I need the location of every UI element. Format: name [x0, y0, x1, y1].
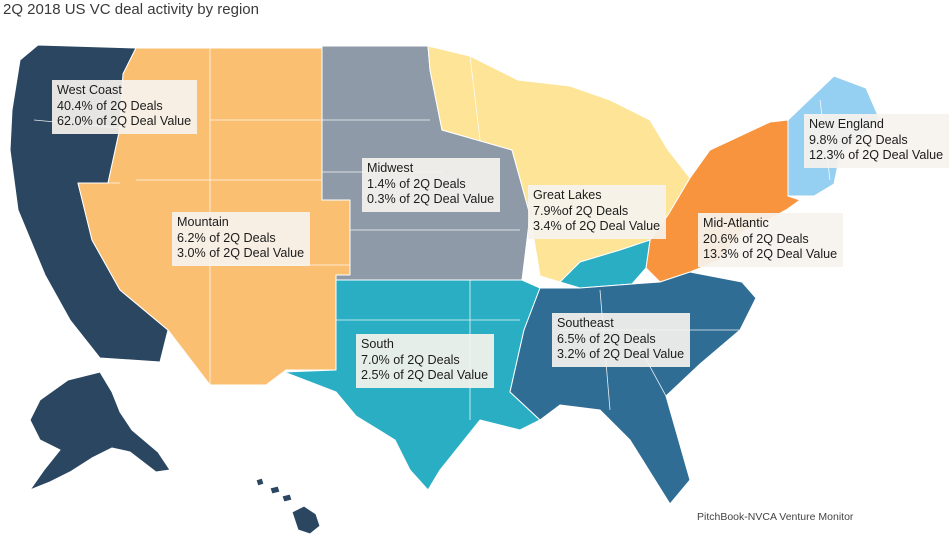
label-west-coast: West Coast 40.4% of 2Q Deals 62.0% of 2Q… [52, 80, 198, 134]
label-mountain-value: 3.0% of 2Q Deal Value [177, 246, 305, 261]
label-great-lakes-value: 3.4% of 2Q Deal Value [533, 219, 661, 234]
page-title: 2Q 2018 US VC deal activity by region [3, 1, 259, 18]
label-midwest-name: Midwest [367, 161, 414, 175]
label-south: South 7.0% of 2Q Deals 2.5% of 2Q Deal V… [356, 334, 495, 388]
label-great-lakes-deals: 7.9%of 2Q Deals [533, 203, 629, 218]
label-west-coast-value: 62.0% of 2Q Deal Value [57, 114, 192, 129]
source-credit: PitchBook-NVCA Venture Monitor [697, 511, 854, 523]
label-south-value: 2.5% of 2Q Deal Value [361, 368, 489, 383]
region-southeast [509, 271, 757, 505]
label-new-england-deals: 9.8% of 2Q Deals [809, 132, 908, 147]
label-southeast: Southeast 6.5% of 2Q Deals 3.2% of 2Q De… [552, 313, 691, 367]
label-mid-atlantic-value: 13.3% of 2Q Deal Value [703, 247, 838, 262]
label-mid-atlantic-deals: 20.6% of 2Q Deals [703, 231, 809, 246]
label-midwest-deals: 1.4% of 2Q Deals [367, 176, 466, 191]
label-south-name: South [361, 337, 394, 351]
label-midwest-value: 0.3% of 2Q Deal Value [367, 192, 495, 207]
label-west-coast-deals: 40.4% of 2Q Deals [57, 98, 163, 113]
label-midwest: Midwest 1.4% of 2Q Deals 0.3% of 2Q Deal… [362, 158, 501, 212]
label-great-lakes: Great Lakes 7.9%of 2Q Deals 3.4% of 2Q D… [528, 185, 667, 239]
region-hawaii [291, 505, 321, 535]
label-great-lakes-name: Great Lakes [533, 188, 602, 202]
label-new-england: New England 9.8% of 2Q Deals 12.3% of 2Q… [804, 114, 950, 168]
label-mountain-deals: 6.2% of 2Q Deals [177, 230, 276, 245]
label-new-england-value: 12.3% of 2Q Deal Value [809, 148, 944, 163]
label-new-england-name: New England [809, 117, 884, 131]
label-mountain-name: Mountain [177, 215, 229, 229]
label-mid-atlantic-name: Mid-Atlantic [703, 216, 769, 230]
label-mountain: Mountain 6.2% of 2Q Deals 3.0% of 2Q Dea… [172, 212, 311, 266]
label-southeast-name: Southeast [557, 316, 614, 330]
label-mid-atlantic: Mid-Atlantic 20.6% of 2Q Deals 13.3% of … [698, 213, 844, 267]
region-alaska [29, 371, 171, 491]
label-south-deals: 7.0% of 2Q Deals [361, 352, 460, 367]
label-southeast-deals: 6.5% of 2Q Deals [557, 331, 656, 346]
label-southeast-value: 3.2% of 2Q Deal Value [557, 347, 685, 362]
label-west-coast-name: West Coast [57, 83, 122, 97]
region-hawaii-islands [255, 477, 293, 503]
